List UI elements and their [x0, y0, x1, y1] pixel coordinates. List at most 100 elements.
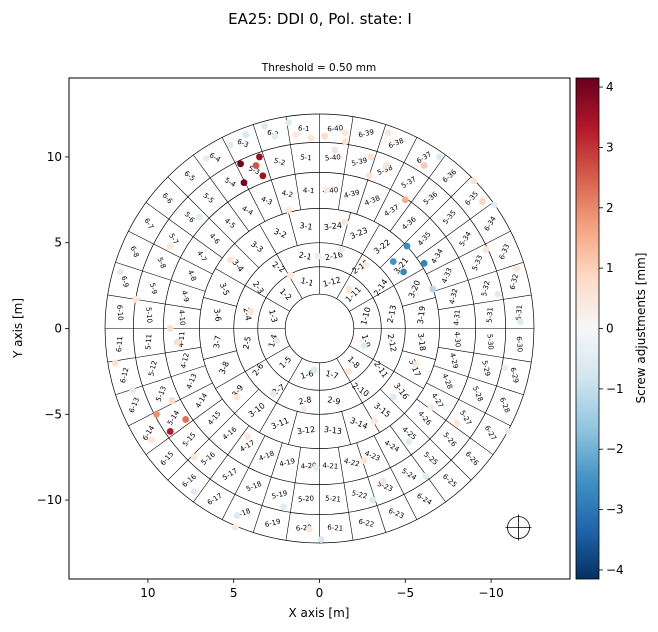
panel-divider	[245, 285, 267, 298]
panel-label: 6-20	[296, 524, 312, 533]
panel-divider	[411, 177, 430, 203]
panel-label: 6-12	[119, 367, 130, 384]
panel-label: 1-6	[300, 369, 315, 381]
data-point	[117, 268, 124, 276]
y-tick-label: 0	[54, 322, 62, 336]
data-point	[491, 201, 498, 209]
data-point	[233, 512, 241, 519]
panel-label: 5-1	[300, 153, 312, 162]
panel-divider	[288, 411, 298, 445]
panel-divider	[248, 189, 266, 222]
panel-label: 2-5	[241, 336, 252, 351]
panel-label: 5-3	[247, 164, 261, 176]
panel-divider	[153, 243, 181, 258]
data-point	[300, 405, 308, 413]
panel-label: 1-7	[324, 369, 339, 381]
panel-divider	[209, 177, 228, 203]
panel-divider	[376, 124, 387, 152]
x-axis-label: X axis [m]	[289, 606, 350, 620]
panel-label: 1-3	[267, 309, 279, 324]
panel-label: 2-12	[386, 333, 398, 353]
panel-label: 2-9	[327, 395, 342, 406]
panel-label: 5-32	[480, 280, 491, 297]
data-point	[321, 132, 329, 140]
panel-label: 3-13	[323, 425, 342, 436]
data-point	[226, 256, 234, 264]
panel-label: 4-22	[343, 457, 360, 468]
data-point	[341, 138, 349, 145]
data-point	[422, 472, 430, 480]
panel-divider	[469, 202, 494, 220]
panel-divider	[373, 189, 391, 222]
panel-divider	[450, 459, 472, 481]
panel-divider	[265, 297, 290, 312]
panel-divider	[429, 196, 452, 219]
panel-divider	[390, 162, 405, 190]
chart-title: EA25: DDI 0, Pol. state: I	[228, 10, 412, 28]
panel-divider	[115, 261, 143, 272]
panel-divider	[404, 413, 431, 440]
panel-divider	[165, 303, 201, 311]
panel-divider	[485, 230, 511, 245]
panel-label: 4-21	[322, 462, 338, 471]
panel-label: 6-40	[327, 124, 343, 133]
panel-divider	[294, 174, 302, 210]
data-point	[345, 285, 353, 293]
data-point	[501, 364, 509, 372]
panel-label: 2-16	[324, 250, 344, 262]
data-point	[314, 253, 322, 260]
data-point	[479, 198, 486, 205]
panel-label: 4-29	[448, 352, 459, 369]
panel-divider	[402, 297, 436, 307]
panel-divider	[426, 382, 459, 400]
panel-divider	[294, 447, 302, 483]
data-point	[271, 132, 279, 140]
panel-divider	[503, 294, 532, 300]
panel-divider	[168, 218, 194, 237]
data-point	[233, 393, 241, 401]
panel-label: 6-30	[515, 336, 524, 352]
colorbar-tick-label: 1	[606, 261, 614, 275]
y-tick-label: 5	[54, 236, 62, 250]
panel-divider	[402, 350, 436, 360]
panel-divider	[503, 357, 532, 363]
panel-label: 4-11	[177, 331, 186, 347]
panel-divider	[167, 459, 189, 481]
data-point	[360, 457, 368, 465]
panel-label: 4-8	[186, 269, 198, 283]
panel-divider	[372, 359, 394, 372]
panel-divider	[379, 243, 405, 269]
panel-divider	[193, 398, 223, 421]
panel-divider	[428, 154, 446, 179]
chart-subtitle: Threshold = 0.50 mm	[261, 62, 376, 74]
panel-divider	[180, 382, 213, 400]
data-point	[129, 386, 136, 394]
data-point	[420, 162, 428, 169]
panel-divider	[285, 512, 291, 541]
panel-label: 6-19	[264, 518, 281, 529]
panel-label: 6-21	[327, 524, 343, 533]
panel-divider	[404, 217, 431, 244]
panel-label: 6-1	[298, 124, 310, 133]
panel-divider	[445, 218, 471, 237]
panel-label: 6-32	[509, 273, 520, 290]
panel-divider	[203, 350, 237, 360]
data-point	[132, 295, 140, 303]
data-point	[292, 131, 299, 139]
panel-label: 4-20	[300, 462, 316, 471]
panel-label: 3-6	[212, 308, 223, 322]
panel-label: 5-12	[147, 360, 158, 377]
panel-label: 5-29	[480, 360, 491, 377]
panel-divider	[290, 482, 296, 513]
panel-divider	[341, 411, 351, 445]
panel-label: 5-11	[144, 334, 153, 350]
colorbar-tick-label: 0	[606, 322, 614, 336]
panel-label: 5-31	[486, 307, 495, 323]
data-point	[360, 342, 368, 350]
data-point	[173, 338, 181, 346]
panel-divider	[343, 144, 349, 175]
panel-divider	[288, 358, 303, 383]
panel-divider	[245, 359, 267, 372]
panel-divider	[403, 137, 418, 163]
panel-label: 5-39	[351, 156, 368, 167]
